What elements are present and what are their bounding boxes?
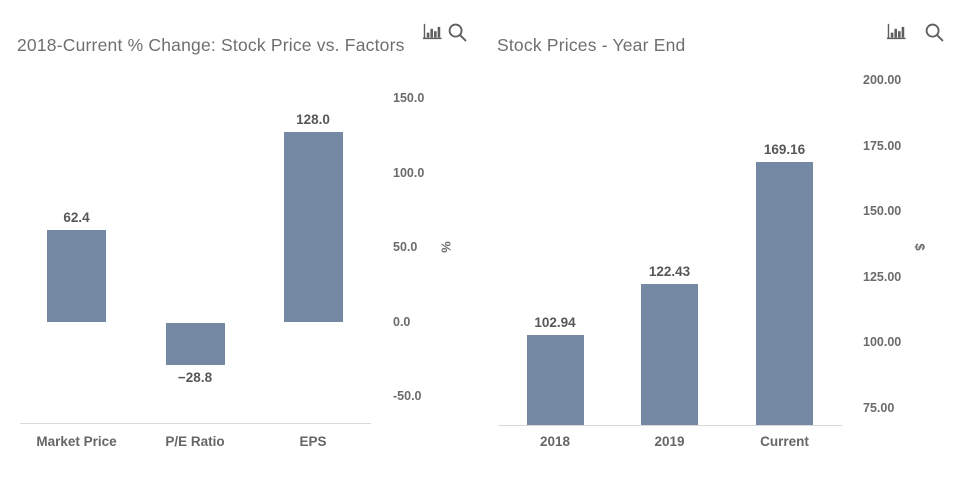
bar-current[interactable] bbox=[756, 161, 813, 425]
bar-p-e-ratio[interactable] bbox=[165, 322, 225, 366]
x-category-label: P/E Ratio bbox=[165, 434, 225, 449]
y-tick-label: 0.0 bbox=[393, 314, 411, 329]
y-tick-label: 200.00 bbox=[863, 73, 902, 87]
bar-2019[interactable] bbox=[641, 284, 698, 425]
bar-value-label: 169.16 bbox=[763, 141, 806, 157]
x-axis-line bbox=[20, 423, 371, 424]
pct-change-chart-panel: 2018-Current % Change: Stock Price vs. F… bbox=[17, 21, 468, 449]
bar-value-label: −28.8 bbox=[177, 370, 213, 386]
y-tick-label: 75.00 bbox=[863, 400, 895, 415]
chart-title: Stock Prices - Year End bbox=[497, 35, 686, 55]
bar-value-label: 128.0 bbox=[296, 111, 330, 127]
stock-prices-chart-panel: Stock Prices - Year End 200.00 175.00 150.… bbox=[479, 0, 958, 483]
plot-area: 200.00 175.00 150.00 125.00 100.00 75.00 102.9… bbox=[479, 0, 958, 483]
y-axis-title: % bbox=[438, 241, 454, 253]
x-category-label: Market Price bbox=[36, 434, 117, 449]
y-axis-title: $ bbox=[912, 243, 928, 251]
bar-value-label: 102.94 bbox=[534, 315, 576, 331]
plot-area: 150.0 100.0 50.0 0.0 -50.0 62.4 Market Price −2… bbox=[36, 91, 425, 449]
y-tick-label: 50.0 bbox=[393, 240, 418, 254]
x-category-label: 2018 bbox=[539, 434, 571, 449]
search-zoom-icon[interactable] bbox=[447, 22, 468, 43]
search-zoom-icon[interactable] bbox=[924, 22, 945, 43]
bar-market-price[interactable] bbox=[47, 229, 106, 323]
y-tick-label: 100.00 bbox=[863, 335, 902, 349]
y-tick-label: 125.00 bbox=[863, 269, 902, 284]
x-axis-line bbox=[498, 425, 842, 426]
x-category-label: Current bbox=[760, 434, 809, 449]
bar-chart-icon[interactable] bbox=[886, 21, 907, 42]
y-tick-label: -50.0 bbox=[393, 389, 422, 403]
x-category-label: EPS bbox=[299, 434, 327, 449]
y-tick-label: 150.0 bbox=[393, 91, 425, 105]
y-tick-label: 175.00 bbox=[863, 138, 902, 153]
chart-title: 2018-Current % Change: Stock Price vs. F… bbox=[17, 35, 405, 55]
bar-value-label: 122.43 bbox=[648, 264, 691, 280]
y-tick-label: 100.0 bbox=[393, 165, 425, 180]
y-tick-label: 150.00 bbox=[863, 204, 902, 218]
bar-chart-icon[interactable] bbox=[422, 21, 443, 42]
bar-eps[interactable] bbox=[283, 131, 343, 323]
bar-2018[interactable] bbox=[526, 335, 584, 425]
bar-value-label: 62.4 bbox=[63, 209, 90, 225]
x-category-label: 2019 bbox=[654, 434, 685, 449]
